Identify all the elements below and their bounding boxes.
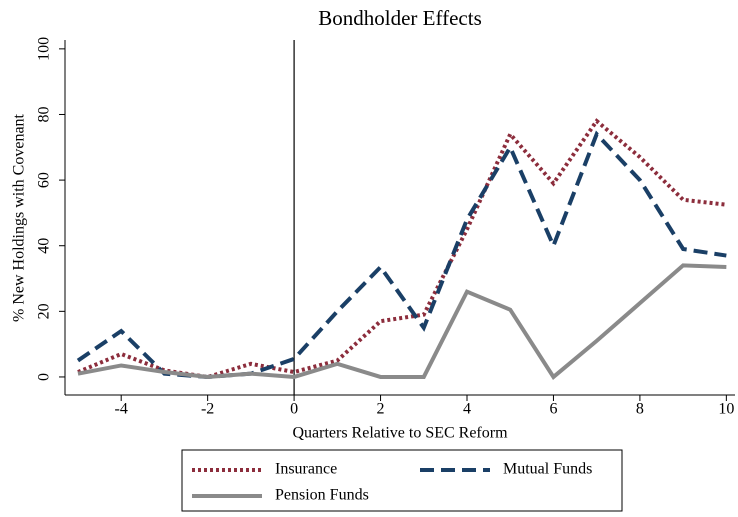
y-tick-label: 80 xyxy=(36,106,53,122)
x-tick-label: 10 xyxy=(718,401,734,418)
series-line xyxy=(77,263,727,380)
y-tick-label: 100 xyxy=(36,37,53,61)
y-axis-label: % New Holdings with Covenant xyxy=(11,113,28,322)
x-tick-label: 6 xyxy=(549,401,557,418)
x-tick-label: 4 xyxy=(463,401,471,418)
legend-label: Pension Funds xyxy=(275,487,369,504)
chart-title: Bondholder Effects xyxy=(318,6,482,30)
x-tick-label: 0 xyxy=(290,401,298,418)
x-axis-label: Quarters Relative to SEC Reform xyxy=(292,425,508,442)
x-tick-label: 2 xyxy=(377,401,385,418)
series-line xyxy=(76,130,727,379)
x-tick-label: -4 xyxy=(115,401,128,418)
series-line xyxy=(77,118,727,380)
x-tick-label: 8 xyxy=(636,401,644,418)
legend-label: Insurance xyxy=(275,461,337,478)
legend-label: Mutual Funds xyxy=(503,461,592,478)
y-tick-label: 60 xyxy=(36,172,53,188)
legend-box xyxy=(181,449,623,512)
x-tick-label: -2 xyxy=(201,401,214,418)
y-tick-label: 20 xyxy=(36,303,53,319)
y-tick-label: 0 xyxy=(36,373,53,381)
y-tick-label: 40 xyxy=(36,238,53,254)
